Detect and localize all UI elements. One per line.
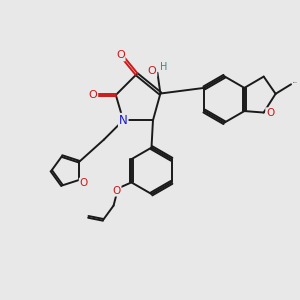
- Text: O: O: [116, 50, 125, 61]
- Text: O: O: [148, 66, 157, 76]
- Text: O: O: [266, 108, 275, 118]
- Text: N: N: [119, 114, 128, 127]
- Text: methyl: methyl: [292, 81, 297, 83]
- Text: O: O: [80, 178, 88, 188]
- Text: H: H: [160, 62, 168, 72]
- Text: O: O: [112, 186, 121, 196]
- Text: O: O: [88, 90, 97, 100]
